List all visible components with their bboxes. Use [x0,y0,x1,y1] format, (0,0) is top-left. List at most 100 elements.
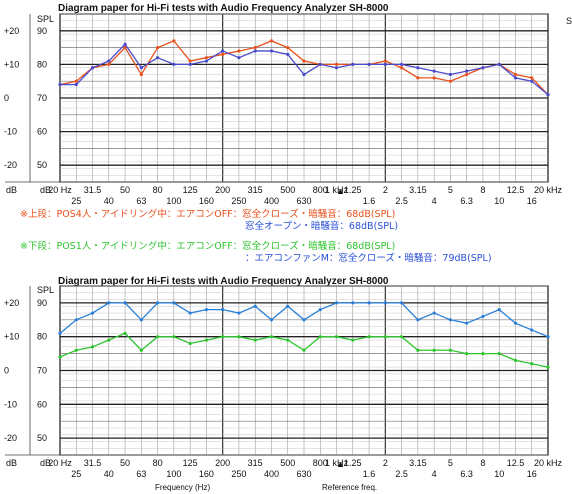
x-tick-label-bottom: 2.5 [395,469,408,479]
x-tick-label-top: 1.25 [344,458,362,468]
data-point [416,318,420,322]
data-point [107,62,111,66]
data-point [318,62,322,66]
data-point [139,66,143,70]
data-point [334,66,339,70]
data-point [383,301,387,305]
data-point [221,335,225,339]
data-point [400,66,404,70]
data-point [334,335,339,339]
data-point [237,56,241,60]
x-tick-label-bottom: 630 [296,469,311,479]
y-left-tick: -20 [4,160,17,170]
data-point [530,76,534,80]
note-lower-line2: ：エアコンファンM：窓全クローズ・暗騒音：79dB(SPL) [245,252,492,264]
data-point [286,304,290,308]
x-tick-label-top: 8 [480,458,485,468]
y-left-tick: +10 [4,332,19,342]
x-tick-label-bottom: 160 [199,196,214,206]
x-tick-label-bottom: 100 [166,196,181,206]
y-left-tick: -10 [4,399,17,409]
data-point [253,338,257,342]
data-point [172,335,176,339]
data-point [383,62,387,66]
unit-label: SPL [37,285,54,295]
data-point [400,62,404,66]
x-tick-label-top: 3.15 [409,458,427,468]
data-point [513,321,518,325]
chart-top: Diagram paper for Hi-Fi tests with Audio… [4,3,572,206]
data-point [172,301,176,305]
data-point [253,304,257,308]
x-tick-label-bottom: 25 [71,469,81,479]
y-left-tick: +20 [4,298,19,308]
x-tick-label-bottom: 4 [432,196,437,206]
db-label-right: dB [40,185,51,195]
y-right-tick: 60 [37,127,47,137]
data-point [90,345,95,349]
data-point [269,39,274,43]
y-left-tick: +20 [4,26,19,36]
x-tick-label-top: 125 [183,185,198,195]
x-tick-label-top: 5 [448,185,453,195]
side-letter: S [566,16,572,26]
x-tick-label-bottom: 40 [104,469,114,479]
reference-marker: ▲ [336,186,345,196]
data-point [302,72,306,77]
data-point [139,72,143,77]
data-point [432,76,436,80]
data-point [416,348,420,352]
data-point [351,62,355,66]
x-tick-label-top: 800 [313,458,328,468]
x-tick-label-top: 500 [280,185,295,195]
data-point [139,348,143,352]
y-left-ticks: +20 +10 0 -10 -20 [4,298,19,443]
data-point [465,352,469,356]
data-point [172,62,176,66]
data-point [221,49,225,53]
data-point [448,318,452,322]
x-tick-label-top: 31.5 [84,185,102,195]
x-tick-label-top: 1 kHz [325,185,349,195]
x-tick-label-bottom: 160 [199,469,214,479]
data-point [302,348,306,352]
data-point [302,318,306,322]
data-point [123,42,127,46]
data-point [334,62,339,66]
data-point [546,335,550,339]
x-tick-label-top: 315 [248,458,263,468]
x-tick-label-top: 200 [215,185,230,195]
data-point [367,62,371,66]
y-left-tick: -10 [4,127,17,137]
reference-marker: ▲ [336,459,345,469]
x-tick-label-bottom: 25 [71,196,81,206]
data-point [74,79,78,83]
data-point [156,56,160,60]
data-point [204,59,208,63]
x-tick-label-bottom: 1.6 [363,469,376,479]
data-point [139,318,143,322]
x-tick-label-top: 50 [120,185,130,195]
data-point [530,328,534,332]
x-tick-label-top: 20 Hz [48,458,72,468]
series-group [58,39,550,97]
data-point [497,308,501,312]
data-point [416,66,420,70]
data-point [432,348,436,352]
y-right-ticks: 90 80 70 60 50 [37,26,47,170]
y-right-tick: 70 [37,93,47,103]
data-point [269,318,274,322]
x-tick-label-top: 80 [153,185,163,195]
y-left-tick: 0 [4,366,9,376]
x-tick-label-top: 1.25 [344,185,362,195]
data-point [513,358,518,362]
x-tick-label-top: 500 [280,458,295,468]
x-tick-label-top: 5 [448,458,453,468]
x-tick-label-bottom: 10 [494,196,504,206]
data-point [334,301,339,305]
x-tick-label-top: 800 [313,185,328,195]
data-point [432,69,436,73]
data-point [481,352,485,356]
